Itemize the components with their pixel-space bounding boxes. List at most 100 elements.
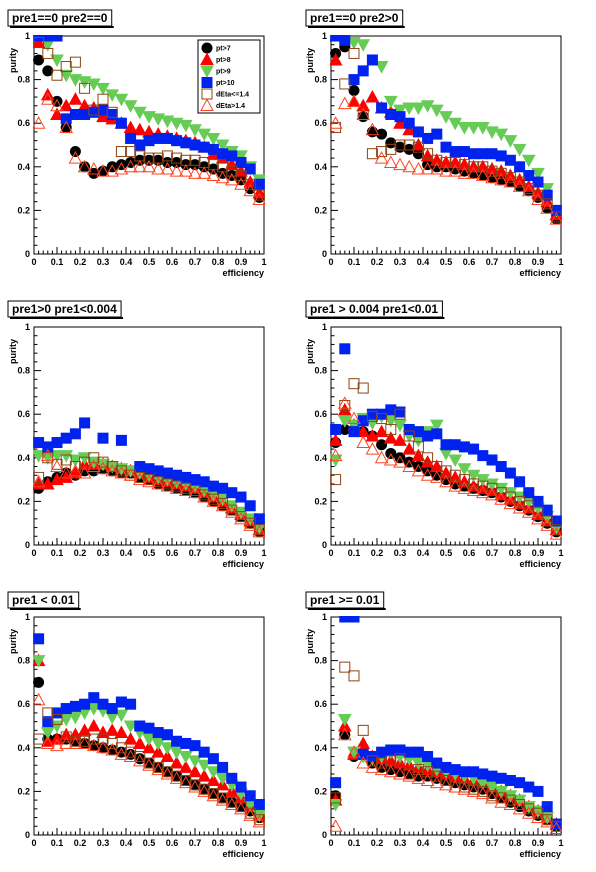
point-pt-gt-10 [69, 108, 81, 120]
point-deta-gt-1-4 [234, 511, 248, 525]
point-deta-gt-1-4 [206, 168, 221, 182]
point-deta-le-1-4 [330, 122, 342, 134]
point-pt-gt-8 [402, 442, 417, 455]
panel-title-text: pre1 < 0.01 [12, 593, 75, 607]
series-deta-le-1-4 [33, 707, 265, 826]
point-pt-gt-9 [77, 452, 92, 465]
point-deta-gt-1-4 [59, 466, 74, 479]
point-pt-gt-10 [449, 146, 461, 158]
point-deta-gt-1-4 [86, 161, 101, 175]
point-pt-gt-10 [42, 35, 54, 42]
point-deta-le-1-4 [486, 165, 498, 177]
point-pt-gt-10 [244, 163, 256, 175]
x-tick-label: 0.3 [394, 838, 407, 848]
point-pt-gt-9 [448, 454, 463, 468]
series-deta-le-1-4 [330, 47, 562, 223]
point-deta-gt-1-4 [420, 773, 435, 786]
point-pt-gt-10 [422, 132, 434, 144]
point-deta-gt-1-4 [215, 498, 230, 512]
point-deta-le-1-4 [253, 189, 265, 201]
point-pt-gt-7 [348, 85, 360, 96]
point-deta-le-1-4 [348, 47, 360, 59]
y-axis-label: purity [305, 339, 315, 364]
point-deta-le-1-4 [532, 189, 544, 201]
point-pt-gt-8 [68, 727, 83, 741]
point-pt-gt-9 [40, 727, 55, 740]
point-pt-gt-10 [189, 474, 201, 486]
point-deta-gt-1-4 [356, 107, 371, 120]
point-deta-gt-1-4 [411, 463, 426, 477]
point-deta-le-1-4 [51, 458, 63, 470]
point-pt-gt-9 [429, 104, 444, 118]
point-pt-gt-8 [105, 723, 120, 736]
point-pt-gt-10 [550, 515, 562, 527]
panel-title: pre1 < 0.01 [7, 591, 81, 610]
point-pt-gt-8 [374, 424, 389, 438]
panel-title: pre1 > 0.004 pre1<0.01 [305, 300, 445, 319]
point-deta-gt-1-4 [105, 742, 120, 756]
point-pt-gt-9 [50, 720, 64, 734]
point-pt-gt-9 [59, 450, 74, 463]
point-deta-le-1-4 [235, 511, 247, 523]
point-pt-gt-8 [475, 481, 490, 494]
y-tick-label: 1 [25, 612, 30, 622]
point-pt-gt-10 [468, 766, 480, 778]
point-deta-gt-1-4 [206, 494, 221, 507]
point-deta-gt-1-4 [531, 192, 545, 205]
point-deta-gt-1-4 [347, 745, 361, 758]
point-pt-gt-9 [503, 790, 518, 803]
point-deta-gt-1-4 [142, 159, 156, 173]
point-pt-gt-10 [385, 404, 397, 416]
y-tick-label: 0.4 [17, 743, 30, 753]
y-tick-label: 0.6 [314, 409, 327, 419]
point-pt-gt-8 [123, 120, 138, 134]
point-deta-le-1-4 [440, 775, 452, 786]
point-pt-gt-10 [366, 408, 378, 420]
point-pt-gt-9 [393, 419, 407, 433]
plot-area [330, 35, 562, 225]
panel-5: pre1 < 0.01 0 0.1 0.2 0.3 0.4 0.5 0.6 0.7 0.8 0.9 1… [7, 591, 267, 859]
y-tick-label: 1 [322, 612, 327, 622]
y-tick-label: 0 [25, 249, 30, 259]
point-pt-gt-9 [178, 751, 193, 764]
y-tick-label: 0.2 [314, 786, 327, 796]
point-pt-gt-9 [337, 415, 352, 428]
point-deta-le-1-4 [486, 482, 498, 494]
point-deta-gt-1-4 [33, 692, 46, 706]
point-pt-gt-10 [403, 117, 415, 129]
point-pt-gt-10 [541, 189, 553, 201]
point-pt-gt-8 [365, 428, 380, 442]
point-deta-le-1-4 [403, 139, 415, 151]
point-deta-le-1-4 [42, 707, 54, 719]
point-pt-gt-7 [366, 126, 378, 138]
point-pt-gt-7 [385, 137, 397, 149]
point-deta-le-1-4 [97, 93, 109, 105]
point-pt-gt-10 [51, 35, 63, 42]
point-deta-gt-1-4 [411, 161, 426, 175]
point-pt-gt-10 [532, 785, 544, 797]
point-deta-le-1-4 [357, 382, 369, 394]
point-pt-gt-10 [226, 150, 238, 162]
y-tick-label: 1 [25, 31, 30, 41]
point-deta-gt-1-4 [383, 155, 398, 168]
point-deta-le-1-4 [504, 794, 516, 806]
x-tick-label: 0.3 [97, 257, 110, 267]
x-tick-label: 0.7 [486, 548, 499, 558]
point-pt-gt-10 [106, 703, 118, 715]
point-pt-gt-10 [394, 406, 406, 418]
point-pt-gt-9 [512, 794, 527, 808]
point-deta-gt-1-4 [521, 183, 536, 197]
point-pt-gt-9 [503, 135, 518, 148]
point-pt-gt-10 [217, 148, 229, 160]
point-pt-gt-10 [412, 126, 424, 138]
point-deta-gt-1-4 [347, 94, 361, 107]
x-tick-label: 0.7 [486, 257, 499, 267]
point-deta-gt-1-4 [330, 116, 343, 129]
point-deta-gt-1-4 [475, 485, 490, 499]
point-deta-le-1-4 [33, 733, 45, 745]
point-pt-gt-10 [385, 108, 397, 120]
point-deta-gt-1-4 [402, 159, 417, 173]
point-pt-gt-9 [50, 450, 64, 463]
point-deta-le-1-4 [550, 524, 562, 536]
point-pt-gt-8 [420, 455, 435, 468]
